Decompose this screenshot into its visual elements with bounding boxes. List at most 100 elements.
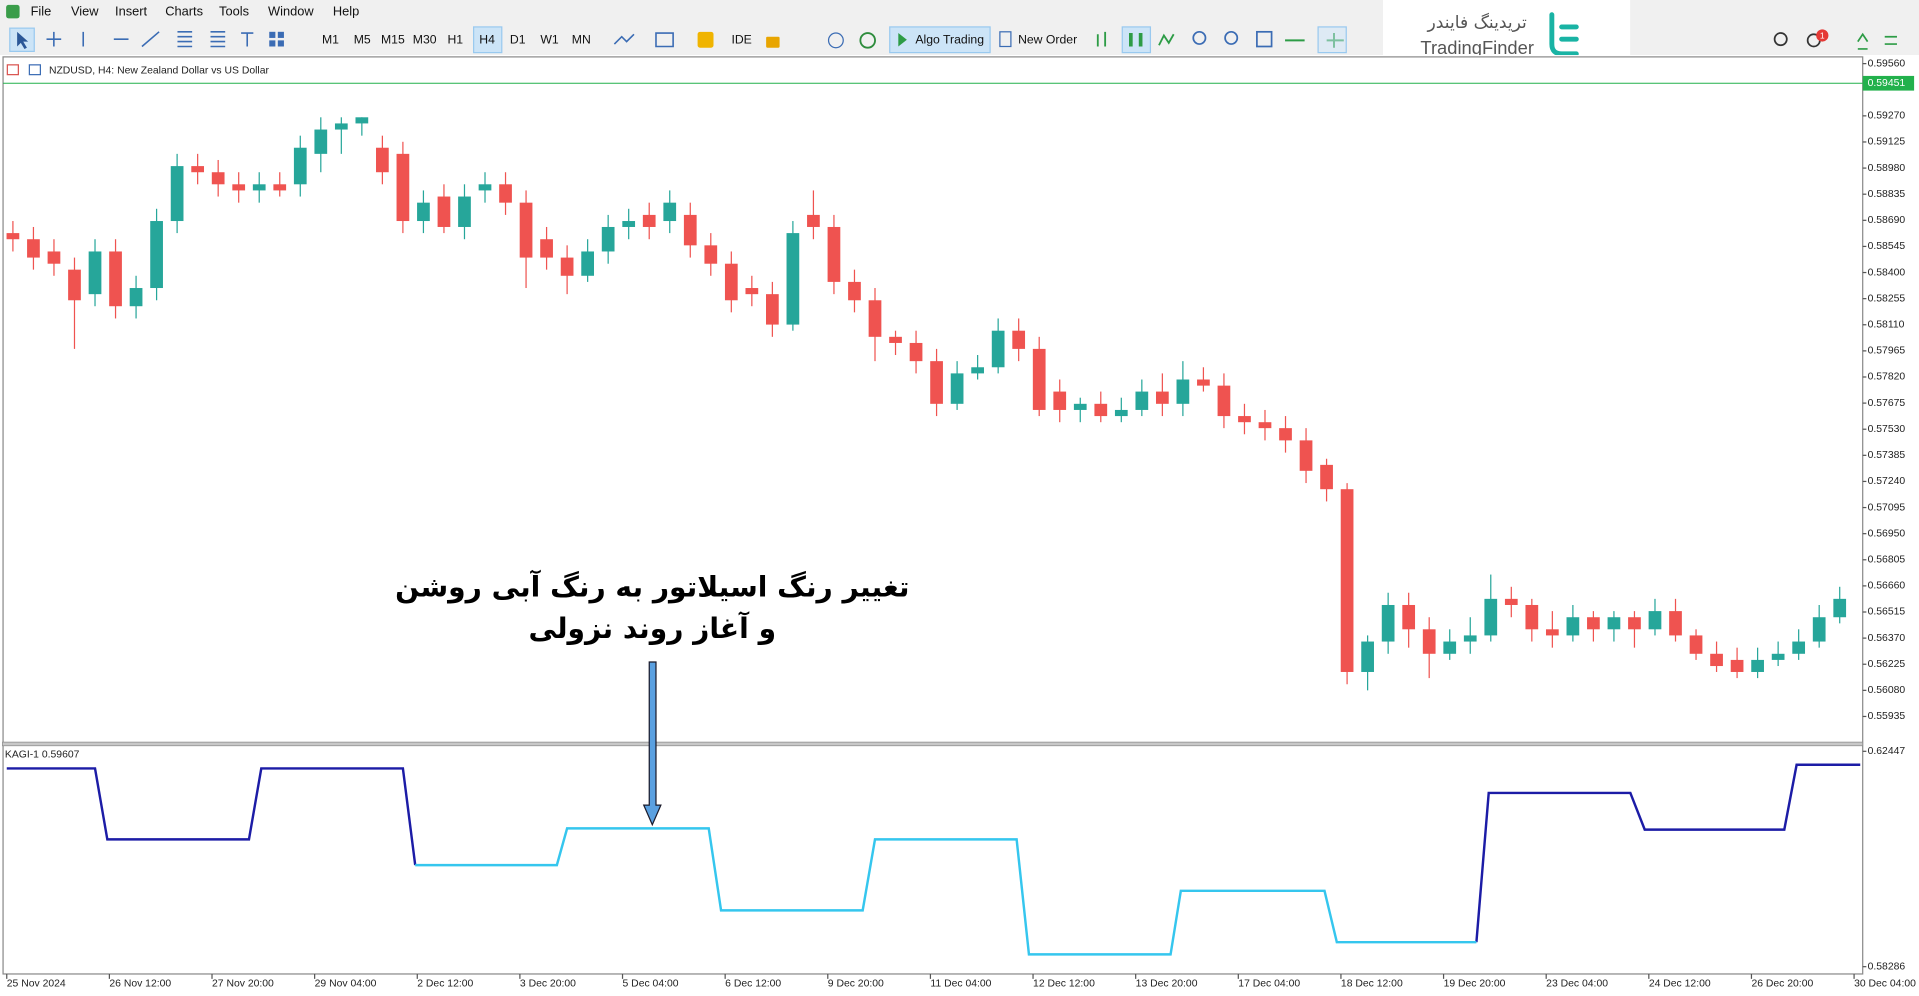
candle-body	[1628, 617, 1641, 630]
menu-item[interactable]: File	[31, 4, 52, 19]
chart-type-icons[interactable]	[613, 32, 674, 48]
tool-icon[interactable]	[269, 40, 276, 47]
zoom-in-icon[interactable]	[1192, 30, 1207, 45]
window-icons[interactable]	[1857, 32, 1897, 50]
menu-item[interactable]: View	[71, 4, 99, 19]
zoom-out-icon[interactable]	[1224, 30, 1239, 45]
menu-item[interactable]: Charts	[165, 4, 203, 19]
menu-item[interactable]: Window	[268, 4, 314, 19]
timeframe-button[interactable]: M30	[413, 33, 437, 47]
candle-body	[663, 202, 677, 222]
market-icon[interactable]	[697, 31, 714, 48]
tile-icon[interactable]	[1256, 30, 1273, 48]
x-tick-label: 18 Dec 12:00	[1341, 979, 1403, 990]
x-tick-label: 11 Dec 04:00	[930, 979, 991, 990]
candle-body	[1114, 409, 1128, 417]
candle-body	[478, 184, 492, 191]
annotation-line: و آغاز روند نزولی	[529, 611, 777, 645]
candle-body	[1299, 440, 1313, 471]
cloud-icon[interactable]	[827, 32, 844, 49]
shift-button[interactable]	[1317, 26, 1347, 54]
candles-icon	[1129, 33, 1143, 47]
candle-body	[232, 184, 246, 191]
candle-body	[417, 202, 430, 222]
timeframe-button[interactable]: H1	[447, 33, 463, 47]
active-chart-button[interactable]	[1121, 26, 1152, 54]
candle-body	[1607, 617, 1621, 630]
timeframe-button[interactable]: M5	[354, 33, 371, 47]
candle-body	[293, 147, 307, 185]
x-tick-label: 6 Dec 12:00	[725, 979, 781, 990]
chart-title: NZDUSD, H4: New Zealand Dollar vs US Dol…	[49, 66, 270, 77]
candle-body	[109, 251, 122, 307]
y-tick-label: 0.57820	[1868, 372, 1906, 383]
notification-badge[interactable]	[1816, 29, 1829, 42]
timeframe-button[interactable]: W1	[540, 33, 559, 47]
candle-body	[1710, 653, 1723, 667]
candle-body	[499, 184, 512, 203]
algo-trading-button[interactable]	[889, 26, 991, 54]
candle-body	[1238, 416, 1251, 423]
y-tick-label: 0.58980	[1868, 163, 1906, 174]
menu-item[interactable]: Tools	[219, 4, 249, 19]
y-tick-label: 0.58255	[1868, 293, 1906, 304]
candle-body	[1422, 629, 1436, 654]
tool-icon[interactable]	[277, 31, 284, 38]
candle-body	[991, 330, 1005, 368]
timeframe-button[interactable]: D1	[510, 33, 526, 47]
trade-icons[interactable]	[1096, 31, 1175, 47]
tool-icons[interactable]	[46, 31, 254, 48]
x-tick-label: 23 Dec 04:00	[1546, 979, 1608, 990]
candle-body	[191, 166, 205, 173]
candle-body	[848, 281, 861, 301]
chart-window	[0, 55, 1919, 996]
x-tick-label: 26 Nov 12:00	[109, 979, 171, 990]
y-tick-label: 0.56660	[1868, 581, 1906, 592]
order-icon[interactable]	[999, 31, 1012, 48]
candle-body	[1340, 489, 1354, 672]
y-tick-label: 0.57965	[1868, 346, 1906, 357]
tool-icon[interactable]	[269, 31, 276, 38]
candle-body	[1812, 617, 1826, 642]
active-timeframe[interactable]	[473, 26, 503, 54]
signal-icon[interactable]	[859, 32, 876, 49]
pane-separator	[2, 741, 1864, 747]
timeframe-button[interactable]: M15	[381, 33, 405, 47]
last-price-label: 0.59451	[1868, 78, 1906, 89]
candle-body	[376, 147, 389, 173]
candle-body	[683, 214, 697, 246]
plot-layer: 0.59560 0.59270 0.59125 0.58980 0.58835 0.586…	[3, 58, 1916, 990]
y-tick-label: 0.56225	[1868, 659, 1906, 670]
candle-body	[868, 300, 882, 337]
candle-body	[1648, 611, 1662, 630]
y-tick-label: 0.56080	[1868, 685, 1906, 696]
menu-item[interactable]: Insert	[115, 4, 148, 19]
menu-item[interactable]: Help	[333, 4, 359, 19]
annotation: تغییر رنگ اسیلاتور به رنگ آبی روشن و آغا…	[395, 570, 909, 827]
candle-body	[1320, 464, 1333, 490]
candle-body	[1094, 403, 1108, 417]
lock-icon[interactable]	[766, 36, 780, 48]
candle-body	[88, 251, 102, 295]
tool-icon[interactable]	[277, 40, 284, 47]
candle-body	[68, 269, 81, 301]
ide-button[interactable]: IDE	[731, 33, 751, 47]
algo-trading-label[interactable]: Algo Trading	[915, 33, 984, 47]
y-tick-label: 0.58400	[1868, 267, 1906, 278]
candle-body	[1443, 641, 1457, 654]
search-icon[interactable]	[1773, 32, 1788, 47]
timeframe-button[interactable]: H4	[479, 33, 495, 47]
candle-body	[519, 202, 533, 258]
y-tick-label: 0.56805	[1868, 555, 1906, 566]
candle-body	[1833, 598, 1847, 618]
chart-frame	[2, 56, 1864, 975]
timeframe-button[interactable]: MN	[572, 33, 591, 47]
x-tick-label: 12 Dec 12:00	[1033, 979, 1095, 990]
candle-body	[807, 214, 820, 227]
x-tick-label: 13 Dec 20:00	[1136, 979, 1198, 990]
candle-body	[560, 257, 574, 276]
timeframe-button[interactable]: M1	[322, 33, 339, 47]
x-tick-label: 26 Dec 20:00	[1751, 979, 1813, 990]
y-tick-label: 0.57385	[1868, 450, 1906, 461]
new-order-button[interactable]: New Order	[1018, 33, 1077, 47]
